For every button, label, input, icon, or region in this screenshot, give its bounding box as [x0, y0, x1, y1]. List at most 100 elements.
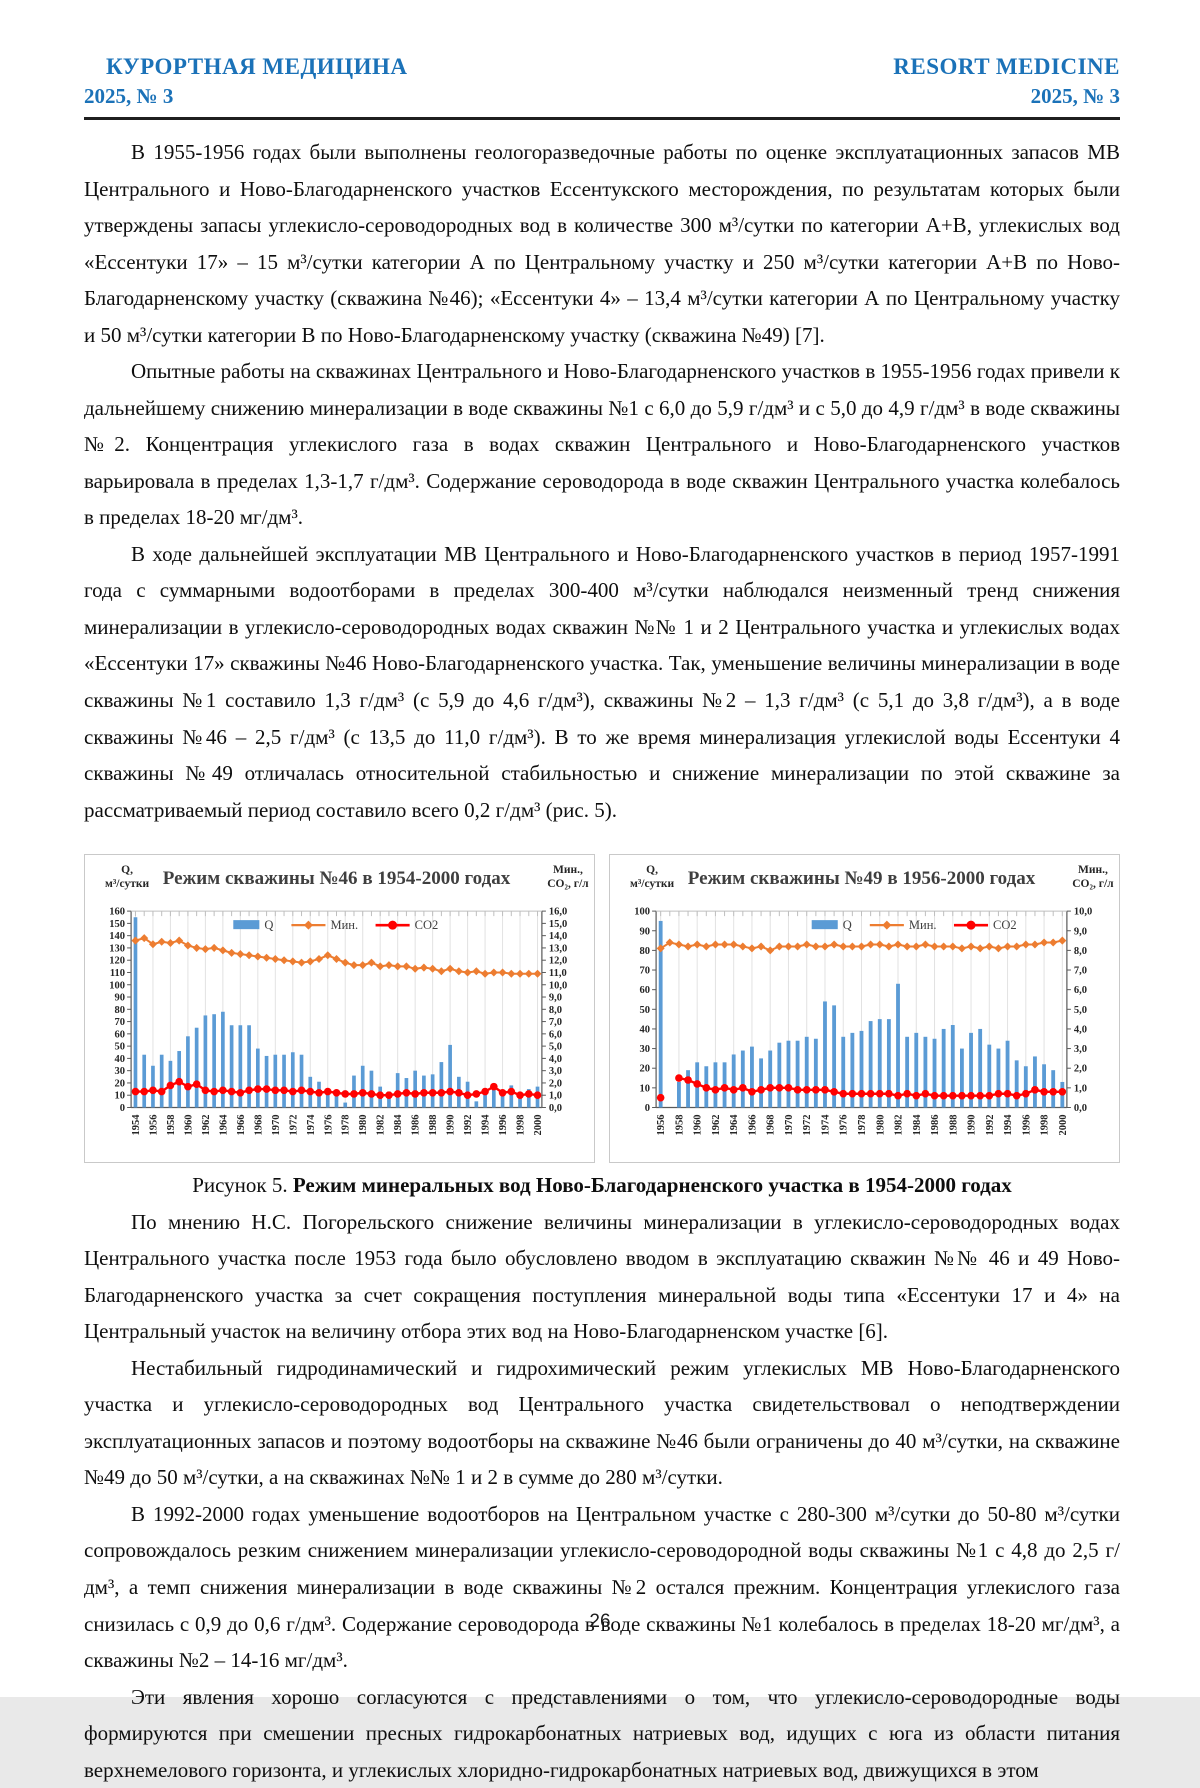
svg-text:150: 150: [109, 919, 125, 930]
svg-text:8,0: 8,0: [1074, 946, 1087, 957]
svg-text:8,0: 8,0: [549, 1005, 562, 1016]
svg-text:11,0: 11,0: [549, 968, 567, 979]
svg-text:1966: 1966: [236, 1115, 247, 1136]
svg-text:10,0: 10,0: [1074, 907, 1092, 918]
svg-text:110: 110: [110, 968, 125, 979]
svg-text:16,0: 16,0: [549, 907, 567, 918]
svg-text:1992: 1992: [463, 1115, 474, 1136]
body-paragraph: В 1955-1956 годах были выполнены геолого…: [84, 140, 1120, 347]
svg-text:160: 160: [109, 907, 125, 918]
svg-text:1972: 1972: [802, 1115, 813, 1136]
svg-text:Мин.: Мин.: [330, 918, 358, 932]
svg-text:1982: 1982: [376, 1115, 387, 1136]
figure-caption-text: Режим минеральных вод Ново-Благодарненск…: [292, 1172, 1012, 1197]
journal-header: КУРОРТНАЯ МЕДИЦИНА 2025, № 3 RESORT MEDI…: [84, 54, 1120, 120]
svg-text:1984: 1984: [393, 1114, 404, 1136]
svg-text:Q,: Q,: [121, 864, 133, 876]
journal-title-en: RESORT MEDICINE: [893, 54, 1120, 79]
svg-text:3,0: 3,0: [549, 1066, 562, 1077]
svg-text:4,0: 4,0: [1074, 1025, 1087, 1036]
svg-text:20: 20: [640, 1064, 651, 1075]
body-paragraph: По мнению Н.С. Погорельского снижение ве…: [84, 1209, 1120, 1344]
svg-text:90: 90: [115, 993, 126, 1004]
page-footer: 26: [0, 1611, 1200, 1633]
svg-text:10: 10: [115, 1091, 126, 1102]
svg-text:14,0: 14,0: [549, 931, 567, 942]
svg-text:9,0: 9,0: [549, 993, 562, 1004]
svg-text:80: 80: [115, 1005, 126, 1016]
well-46-chart: 1954 1956 1958 1960 1962 1964 1966 1968 1970 1972…: [84, 854, 595, 1163]
svg-text:1980: 1980: [875, 1115, 886, 1136]
svg-text:1980: 1980: [358, 1115, 369, 1136]
svg-text:1956: 1956: [148, 1115, 159, 1136]
well-49-chart-svg: 1956 1958 1960 1962 1964 1966 1968 1970 1972 1974…: [630, 864, 1114, 1136]
svg-text:80: 80: [640, 946, 651, 957]
figure-5: 1954 1956 1958 1960 1962 1964 1966 1968 1970 1972…: [84, 854, 1120, 1198]
svg-text:50: 50: [115, 1042, 126, 1053]
svg-text:2,0: 2,0: [549, 1079, 562, 1090]
svg-text:40: 40: [115, 1054, 126, 1065]
svg-text:1972: 1972: [288, 1115, 299, 1136]
svg-text:Мин.,: Мин.,: [1078, 864, 1108, 876]
svg-text:Q: Q: [264, 918, 273, 932]
svg-text:1994: 1994: [1003, 1114, 1014, 1136]
svg-text:1986: 1986: [411, 1115, 422, 1136]
svg-text:0,0: 0,0: [549, 1103, 562, 1114]
svg-text:15,0: 15,0: [549, 919, 567, 930]
svg-text:1968: 1968: [253, 1115, 264, 1136]
svg-text:Q,: Q,: [646, 864, 658, 876]
svg-text:0: 0: [120, 1103, 125, 1114]
svg-text:70: 70: [640, 966, 651, 977]
svg-text:5,0: 5,0: [1074, 1005, 1087, 1016]
svg-text:140: 140: [109, 931, 125, 942]
svg-text:СО₂, г/л: СО₂, г/л: [1072, 878, 1114, 890]
svg-text:0,0: 0,0: [1074, 1103, 1087, 1114]
svg-text:CO2: CO2: [415, 918, 439, 932]
svg-text:3,0: 3,0: [1074, 1044, 1087, 1055]
figure-caption: Рисунок 5. Режим минеральных вод Ново-Бл…: [84, 1173, 1120, 1198]
svg-text:1976: 1976: [323, 1115, 334, 1136]
svg-text:1998: 1998: [1040, 1115, 1051, 1136]
svg-text:1986: 1986: [930, 1115, 941, 1136]
svg-text:1992: 1992: [985, 1115, 996, 1136]
svg-text:1958: 1958: [674, 1115, 685, 1136]
svg-text:1,0: 1,0: [549, 1091, 562, 1102]
svg-text:1996: 1996: [1021, 1115, 1032, 1136]
svg-text:Режим скважины №46 в 1954-2000: Режим скважины №46 в 1954-2000 годах: [163, 868, 511, 889]
svg-text:1970: 1970: [784, 1115, 795, 1136]
body-paragraph: В 1992-2000 годах уменьшение водоотборов…: [84, 1501, 1120, 1673]
svg-text:20: 20: [115, 1079, 126, 1090]
svg-text:1960: 1960: [693, 1115, 704, 1136]
svg-text:СО₂, г/л: СО₂, г/л: [547, 878, 589, 890]
body-paragraph: Эти явления хорошо согласуются с предста…: [84, 1684, 1120, 1782]
svg-text:1998: 1998: [516, 1115, 527, 1136]
body-paragraph: В ходе дальнейшей эксплуатации МВ Центра…: [84, 541, 1120, 822]
svg-text:1,0: 1,0: [1074, 1083, 1087, 1094]
svg-text:1964: 1964: [218, 1114, 229, 1136]
svg-text:1970: 1970: [271, 1115, 282, 1136]
svg-text:1968: 1968: [766, 1115, 777, 1136]
svg-text:90: 90: [640, 926, 651, 937]
svg-text:1988: 1988: [428, 1115, 439, 1136]
svg-text:1962: 1962: [201, 1115, 212, 1136]
svg-text:9,0: 9,0: [1074, 926, 1087, 937]
journal-issue-ru: 2025, № 3: [84, 84, 174, 108]
svg-text:13,0: 13,0: [549, 944, 567, 955]
svg-text:50: 50: [640, 1005, 651, 1016]
svg-text:40: 40: [640, 1025, 651, 1036]
article-body: В 1955-1956 годах были выполнены геолого…: [84, 134, 1120, 828]
svg-text:1966: 1966: [747, 1115, 758, 1136]
svg-text:12,0: 12,0: [549, 956, 567, 967]
svg-text:1978: 1978: [341, 1115, 352, 1136]
svg-text:30: 30: [115, 1066, 126, 1077]
svg-text:м³/сутки: м³/сутки: [630, 878, 675, 890]
svg-text:7,0: 7,0: [1074, 966, 1087, 977]
svg-text:100: 100: [634, 907, 650, 918]
svg-text:1990: 1990: [967, 1115, 978, 1136]
svg-text:1988: 1988: [948, 1115, 959, 1136]
svg-text:1984: 1984: [912, 1114, 923, 1136]
svg-text:100: 100: [109, 980, 125, 991]
svg-text:2,0: 2,0: [1074, 1064, 1087, 1075]
journal-issue-en: 2025, № 3: [1030, 84, 1120, 108]
